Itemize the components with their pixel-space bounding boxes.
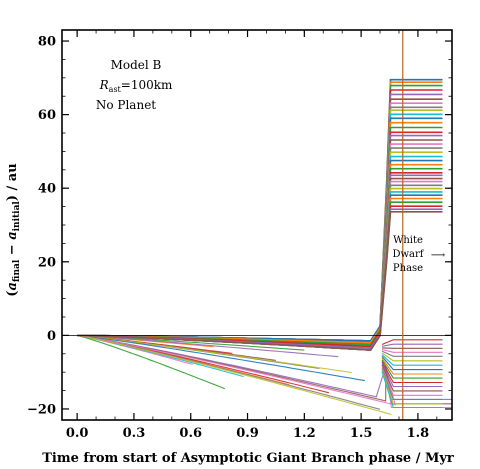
inward-series-line [77,334,339,358]
inward-final-series-line [381,350,443,357]
annotation-wd-arrow: ⟶ [431,250,445,261]
ylabel-sub2: initial [12,201,22,232]
inward-final-series-line [381,343,443,347]
y-tick-label: 20 [38,255,56,270]
inward-final-series-line [381,361,443,384]
x-tick-label: 0.0 [66,426,89,441]
inward-final-series-line [381,348,443,353]
y-tick-label: −20 [27,402,56,417]
x-tick-label: 1.5 [350,426,373,441]
ylabel-close: ) / au [5,163,20,201]
annotation-wd-line1: White [393,235,423,246]
inward-series-line [76,334,225,390]
outward-series-line [77,211,443,351]
ylabel-a2: a [5,231,20,239]
overlay-layer [62,30,452,420]
inward-final-series-line [381,366,443,396]
ylabel-open: ( [5,291,20,297]
radius-subscript: ast [109,85,122,94]
y-tick-label: 60 [38,108,56,123]
inward-series-line [77,334,452,409]
inward-final-series-line [381,364,443,392]
ylabel-a1: a [5,282,20,290]
y-tick-label: 0 [47,329,56,344]
annotation-radius: Rast=100km [99,78,173,94]
inward-final-series-line [381,339,443,346]
annotation-wd-line2: Dwarf [392,249,424,260]
x-tick-label: 1.8 [407,426,430,441]
inward-final-series-line [381,354,443,366]
inward-final-series-line [381,368,443,400]
inward-final-series-line [381,357,443,375]
x-tick-label: 0.6 [179,426,202,441]
inward-final-series-line [381,356,443,371]
ylabel-minus: − [5,240,20,260]
inward-final-series-line [381,369,443,405]
x-tick-label: 1.2 [293,426,316,441]
series-layer [76,78,452,416]
y-axis-label: (afinal − ainitial) / au [5,163,22,296]
ticks-layer: 0.0 0.3 0.6 0.9 1.2 1.5 1.8 −20 0 20 40 60 80 [27,30,452,441]
annotation-planet: No Planet [96,98,156,112]
inward-series-line [77,334,365,382]
y-tick-label: 80 [38,35,56,50]
radius-symbol: R [99,78,109,92]
inward-series-line [77,334,352,374]
annotation-model: Model B [111,58,162,72]
inward-final-series-line [381,352,443,362]
x-tick-label: 0.3 [123,426,146,441]
inward-series-line [77,334,392,416]
x-axis-label: Time from start of Asymptotic Giant Bran… [42,451,454,466]
annotation-wd-line3: Phase [393,263,423,274]
radius-value: =100km [121,78,173,92]
inward-final-series-line [381,362,443,388]
y-tick-label: 40 [38,182,56,197]
inward-final-series-line [381,371,443,409]
ylabel-sub1: final [12,259,22,282]
x-tick-label: 0.9 [236,426,259,441]
inward-final-series-line [381,359,443,379]
